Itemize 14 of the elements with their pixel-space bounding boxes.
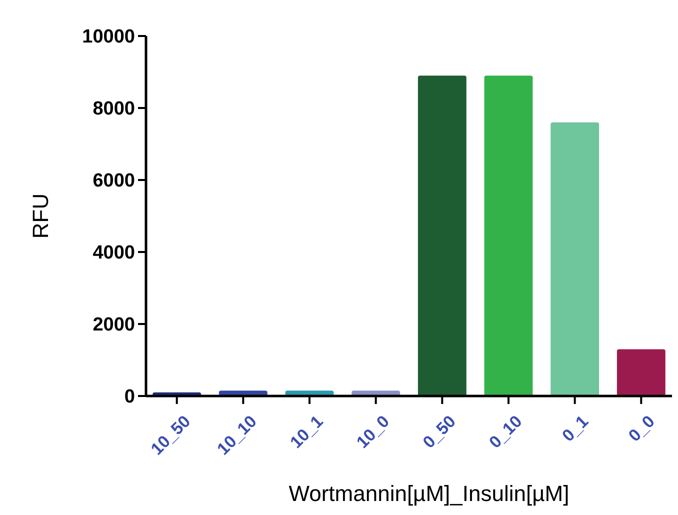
x-tick-label: 0_1 xyxy=(558,412,592,446)
bar xyxy=(550,122,600,396)
y-tick-label: 2000 xyxy=(92,314,135,336)
y-tick-label: 0 xyxy=(124,386,135,408)
x-tick-label: 0_0 xyxy=(624,412,658,446)
y-tick-label: 6000 xyxy=(92,170,135,192)
y-tick-label: 8000 xyxy=(92,98,135,120)
y-tick-label: 4000 xyxy=(92,242,135,264)
bar xyxy=(616,349,666,396)
x-axis-title: Wortmannin[µM]_Insulin[µM] xyxy=(288,481,570,506)
y-tick-label: 10000 xyxy=(82,26,135,48)
bar xyxy=(484,76,533,396)
y-axis-title: RFU xyxy=(28,193,53,239)
bar xyxy=(418,76,466,396)
